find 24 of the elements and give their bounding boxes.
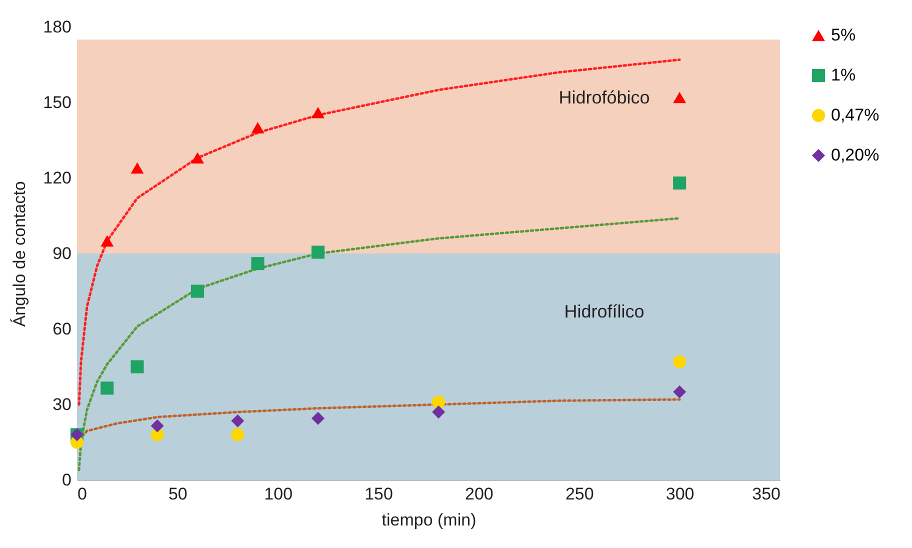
legend-label: 5% [831,26,856,44]
x-axis-title: tiempo (min) [382,510,476,530]
legend-label: 0,20% [831,146,880,164]
legend-label: 0,47% [831,106,880,124]
y-axis-title: Ángulo de contacto [10,181,30,327]
x-tick-label: 150 [364,484,393,504]
x-tick-label: 100 [264,484,293,504]
x-tick-label: 250 [565,484,594,504]
legend-label: 1% [831,66,856,84]
x-tick-label: 300 [666,484,694,504]
y-tick-label: 180 [43,18,72,36]
x-tick-label: 350 [752,484,780,504]
y-tick-label: 90 [52,244,72,263]
x-tick-label: 200 [465,484,494,504]
y-tick-label: 120 [43,168,72,188]
band-label: Hidrofóbico [558,88,650,108]
y-tick-label: 30 [52,395,72,414]
y-tick-label: 0 [62,470,72,490]
y-tick-label: 60 [52,320,72,338]
line-series [78,58,681,406]
x-tick-label: 0 [78,484,87,504]
x-tick-label: 50 [168,484,188,504]
band-label: Hidrofílico [564,302,644,322]
y-tick-label: 150 [43,93,72,112]
